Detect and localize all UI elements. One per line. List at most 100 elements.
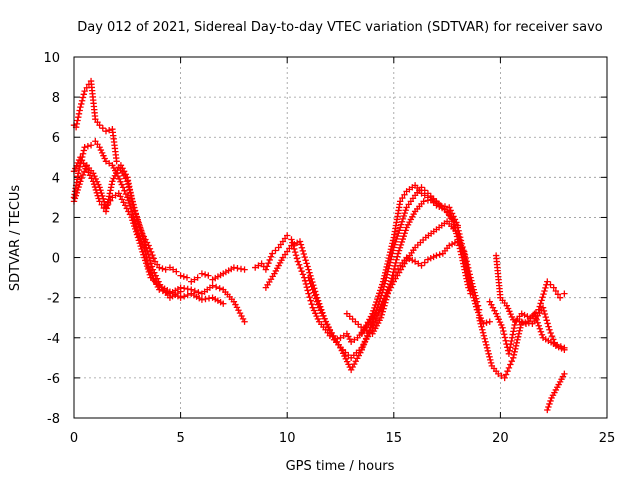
data-marker — [76, 107, 83, 114]
data-marker — [430, 253, 437, 261]
data-marker — [310, 289, 318, 296]
data-marker — [400, 232, 407, 240]
data-marker — [547, 281, 554, 288]
data-point — [550, 340, 557, 347]
data-point — [177, 272, 184, 279]
data-point — [96, 198, 103, 205]
data-marker — [126, 186, 133, 194]
data-point — [475, 314, 483, 321]
y-tick-label: -6 — [47, 372, 60, 387]
data-marker — [136, 222, 143, 230]
data-marker — [127, 192, 135, 200]
data-marker — [184, 285, 191, 293]
data-point — [132, 210, 140, 217]
data-point — [309, 304, 316, 311]
data-point — [162, 266, 169, 273]
data-point — [446, 242, 453, 249]
data-marker — [105, 127, 113, 134]
data-marker — [382, 296, 390, 303]
data-marker — [92, 186, 100, 194]
data-marker — [309, 286, 316, 293]
data-marker — [122, 190, 130, 198]
x-tick-label: 0 — [70, 431, 78, 446]
data-marker — [384, 260, 391, 268]
data-marker — [377, 287, 384, 294]
data-marker — [113, 169, 120, 177]
y-tick-label: 6 — [52, 131, 60, 146]
data-point — [418, 184, 425, 191]
data-point — [420, 198, 427, 205]
data-marker — [514, 333, 522, 340]
data-marker — [205, 295, 213, 302]
data-marker — [501, 334, 509, 341]
data-marker — [398, 218, 406, 225]
data-marker — [548, 332, 556, 340]
data-marker — [504, 305, 512, 312]
data-marker — [389, 272, 396, 279]
data-marker — [132, 228, 140, 235]
data-marker — [455, 242, 463, 249]
data-marker — [137, 225, 144, 233]
data-marker — [370, 307, 377, 314]
data-marker — [150, 255, 157, 262]
data-marker — [453, 230, 460, 237]
data-marker — [392, 259, 399, 267]
data-marker — [472, 303, 480, 310]
data-marker — [202, 295, 209, 303]
data-point — [75, 170, 82, 177]
data-marker — [502, 337, 509, 344]
data-point — [360, 326, 368, 333]
data-marker — [513, 339, 520, 346]
data-marker — [447, 207, 454, 214]
data-marker — [136, 240, 143, 247]
data-marker — [517, 324, 524, 331]
data-marker — [533, 316, 540, 323]
data-marker — [478, 323, 485, 330]
data-marker — [448, 240, 456, 248]
data-marker — [78, 174, 85, 182]
data-point — [288, 236, 295, 243]
data-marker — [272, 247, 279, 254]
data-marker — [216, 285, 223, 292]
data-marker — [139, 232, 146, 239]
data-marker — [479, 326, 486, 333]
data-marker — [507, 361, 514, 368]
data-marker — [295, 261, 303, 268]
data-point — [96, 121, 103, 129]
x-tick-label: 5 — [176, 431, 184, 446]
data-marker — [387, 281, 394, 288]
data-marker — [118, 181, 125, 188]
data-marker — [138, 228, 145, 236]
data-marker — [512, 342, 520, 349]
data-marker — [73, 189, 80, 197]
data-marker — [541, 310, 549, 318]
data-marker — [390, 265, 398, 273]
data-marker — [483, 344, 491, 352]
data-marker — [450, 213, 457, 220]
data-marker — [402, 227, 409, 234]
y-tick-label: 8 — [52, 91, 60, 106]
y-tick-label: 0 — [52, 252, 60, 267]
data-marker — [145, 268, 153, 276]
data-point — [81, 144, 88, 151]
data-marker — [293, 239, 301, 247]
data-marker — [396, 244, 404, 251]
y-tick-label: -2 — [47, 292, 60, 307]
data-point — [141, 238, 148, 245]
data-point — [482, 338, 489, 345]
data-marker — [201, 271, 209, 278]
data-marker — [195, 289, 202, 296]
data-point — [128, 214, 135, 221]
data-marker — [267, 253, 275, 260]
data-marker — [427, 255, 434, 262]
y-tick-labels: -8 -6 -4 -2 0 2 4 6 8 10 — [43, 51, 60, 427]
data-marker — [180, 285, 188, 292]
data-marker — [495, 316, 502, 323]
data-marker — [155, 278, 162, 285]
data-marker — [75, 110, 83, 118]
data-marker — [376, 290, 383, 297]
data-point — [288, 242, 295, 249]
data-markers — [70, 77, 568, 414]
data-marker — [510, 351, 518, 359]
